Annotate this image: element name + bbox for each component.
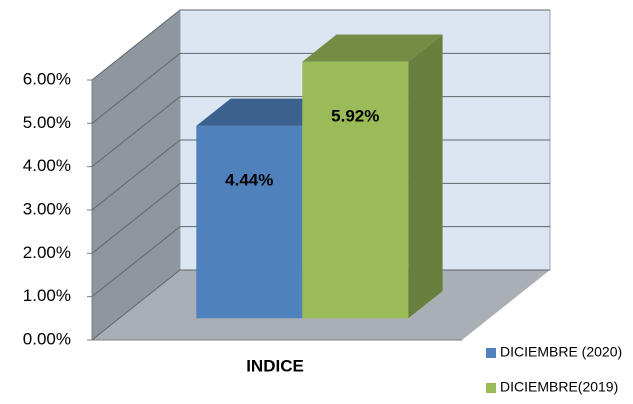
y-tick-label: 3.00% xyxy=(23,199,71,218)
bar-front xyxy=(196,125,303,319)
grid-line xyxy=(91,182,181,254)
y-tick-label: 1.00% xyxy=(23,286,71,305)
labels: 0.00% 1.00% 2.00% 3.00% 4.00% 5.00% 6.00% INDIC… xyxy=(23,69,622,394)
legend-label: DICIEMBRE(2019) xyxy=(500,379,618,395)
grid-line xyxy=(91,226,181,298)
grid-line xyxy=(91,269,181,341)
grid-line xyxy=(91,52,181,124)
legend-label: DICIEMBRE (2020) xyxy=(500,344,622,360)
grid-line xyxy=(91,9,181,81)
bar-side xyxy=(408,34,443,319)
legend-swatch xyxy=(486,348,496,358)
bar xyxy=(302,34,443,319)
y-tick-label: 5.00% xyxy=(23,113,71,132)
bar-top xyxy=(302,34,443,62)
legend-swatch xyxy=(486,383,496,393)
y-tick-label: 6.00% xyxy=(23,69,71,88)
grid-line xyxy=(91,96,181,168)
y-tick-label: 0.00% xyxy=(23,329,71,348)
y-tick-label: 2.00% xyxy=(23,243,71,262)
bar-top xyxy=(196,98,337,126)
y-tick-label: 4.00% xyxy=(23,156,71,175)
bar-front xyxy=(302,61,409,319)
bars xyxy=(196,34,443,319)
x-tick-label: INDICE xyxy=(246,356,304,375)
data-label: 5.92% xyxy=(331,106,379,125)
grid-line xyxy=(91,139,181,211)
data-label: 4.44% xyxy=(225,170,273,189)
